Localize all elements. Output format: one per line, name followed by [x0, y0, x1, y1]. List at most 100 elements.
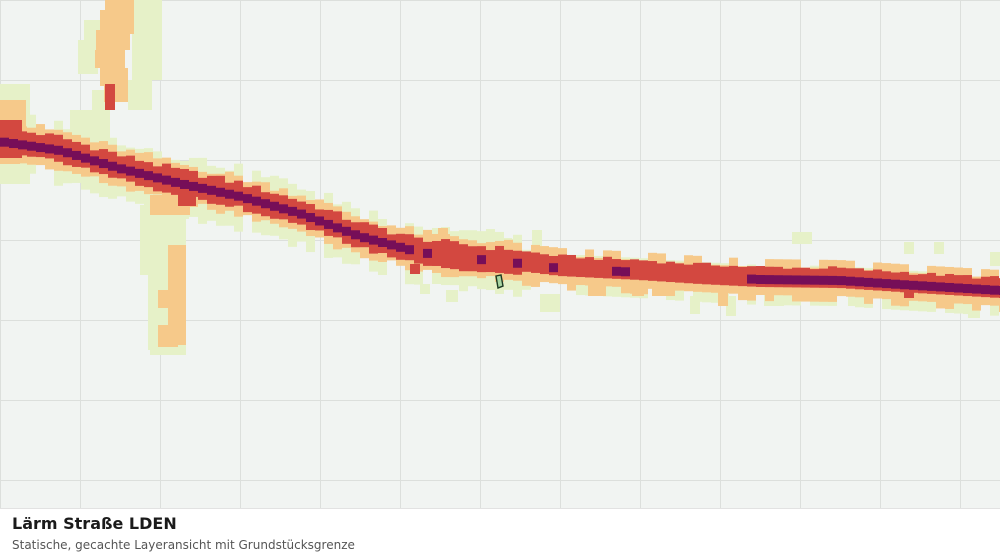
noise-level-3-cell: [585, 257, 594, 278]
fringe-level-1-cell: [904, 242, 914, 254]
noise-level-4-cell: [855, 277, 864, 287]
noise-level-3-cell: [576, 258, 585, 278]
side-road-level-1-cell: [78, 40, 98, 74]
noise-level-4-cell: [180, 179, 189, 189]
noise-level-4-cell: [387, 240, 396, 250]
noise-level-4-cell: [819, 275, 828, 285]
spur-level-2-cell: [158, 325, 178, 347]
noise-level-4-cell: [612, 266, 621, 276]
noise-level-4-cell: [81, 153, 90, 163]
noise-level-3-cell: [567, 254, 576, 277]
noise-level-3-cell: [603, 256, 612, 279]
noise-level-4-cell: [396, 242, 405, 252]
noise-level-3-cell: [648, 261, 657, 281]
noise-level-3-cell: [441, 239, 450, 269]
fringe-level-1-cell: [540, 294, 560, 312]
noise-level-3-cell: [459, 244, 468, 272]
noise-level-3-cell: [486, 250, 495, 273]
noise-level-4-cell: [108, 161, 117, 171]
noise-level-4-cell: [90, 156, 99, 166]
side-road-level-1-cell: [128, 80, 152, 110]
noise-level-4-cell: [945, 282, 954, 292]
noise-level-4-cell: [18, 140, 27, 150]
fringe-level-2-cell: [652, 284, 672, 296]
noise-level-4-cell: [234, 191, 243, 201]
noise-level-4-cell: [792, 275, 801, 285]
noise-level-4-cell: [207, 185, 216, 195]
noise-level-3-cell: [504, 249, 513, 274]
noise-level-4-cell: [774, 275, 783, 285]
noise-level-4-cell: [810, 275, 819, 285]
fringe-level-2-cell: [438, 228, 448, 238]
noise-level-4-cell: [243, 194, 252, 204]
noise-level-4-cell: [765, 275, 774, 285]
fringe-level-1-cell: [792, 232, 812, 244]
noise-level-3-cell: [495, 245, 504, 273]
noise-level-3-cell: [630, 259, 639, 280]
noise-level-4-cell: [513, 258, 522, 268]
noise-level-3-cell: [666, 261, 675, 283]
noise-level-4-cell: [171, 177, 180, 187]
noise-level-4-cell: [351, 230, 360, 240]
noise-level-3-cell: [414, 237, 423, 264]
noise-level-4-cell: [27, 141, 36, 151]
noise-level-4-cell: [36, 143, 45, 153]
noise-level-4-cell: [270, 201, 279, 211]
fringe-level-1-cell: [990, 252, 1000, 266]
noise-level-4-cell: [324, 219, 333, 229]
noise-level-4-cell: [153, 173, 162, 183]
noise-level-4-cell: [216, 187, 225, 197]
noise-level-4-cell: [99, 159, 108, 169]
noise-level-4-cell: [477, 255, 486, 265]
noise-level-3-cell: [720, 266, 729, 286]
noise-level-4-cell: [423, 248, 432, 258]
side-road-level-2-cell: [105, 0, 123, 10]
fringe-level-2-cell: [632, 284, 644, 296]
caption-subtitle: Statische, gecachte Layeransicht mit Gru…: [12, 538, 355, 552]
noise-level-4-cell: [252, 196, 261, 206]
map-caption: Lärm Straße LDEN Statische, gecachte Lay…: [0, 508, 1000, 560]
fringe-level-2-cell: [718, 292, 728, 306]
noise-level-3-cell: [558, 254, 567, 277]
west-level-3-cell: [0, 120, 22, 158]
noise-level-3-cell: [738, 266, 747, 287]
noise-level-3-cell: [675, 263, 684, 283]
caption-title: Lärm Straße LDEN: [12, 514, 177, 533]
noise-level-3-cell: [468, 246, 477, 272]
noise-level-4-cell: [279, 204, 288, 214]
noise-level-4-cell: [378, 238, 387, 247]
noise-level-4-cell: [900, 280, 909, 290]
noise-level-4-cell: [405, 245, 414, 255]
noise-map: [0, 0, 1000, 508]
map-grid: [0, 0, 1000, 508]
noise-level-4-cell: [909, 280, 918, 290]
side-road-level-2-cell: [100, 68, 128, 86]
noise-level-4-cell: [306, 213, 315, 223]
noise-level-4-cell: [828, 275, 837, 285]
noise-level-4-cell: [162, 175, 171, 185]
noise-level-3-cell: [684, 264, 693, 284]
noise-level-4-cell: [783, 275, 792, 285]
side-road-level-2-cell: [96, 30, 130, 50]
noise-level-4-cell: [756, 275, 765, 285]
parcel-boundary: [495, 274, 504, 289]
map-view[interactable]: [0, 0, 1000, 508]
noise-level-4-cell: [135, 168, 144, 178]
noise-level-4-cell: [189, 181, 198, 191]
noise-level-3-cell: [450, 241, 459, 270]
noise-level-4-cell: [891, 279, 900, 289]
fringe-level-2-cell: [588, 284, 606, 296]
noise-level-4-cell: [360, 233, 369, 243]
fringe-level-1-cell: [690, 296, 700, 314]
fringe-level-3-cell: [410, 264, 420, 274]
noise-level-3-cell: [711, 265, 720, 285]
noise-level-4-cell: [342, 226, 351, 236]
noise-level-4-cell: [144, 171, 153, 181]
noise-level-4-cell: [9, 139, 18, 149]
noise-level-4-cell: [54, 145, 63, 155]
noise-level-4-cell: [873, 278, 882, 288]
side-road-level-1-cell: [132, 0, 162, 80]
noise-level-4-cell: [990, 285, 999, 295]
noise-level-4-cell: [864, 277, 873, 287]
noise-level-3-cell: [639, 260, 648, 281]
